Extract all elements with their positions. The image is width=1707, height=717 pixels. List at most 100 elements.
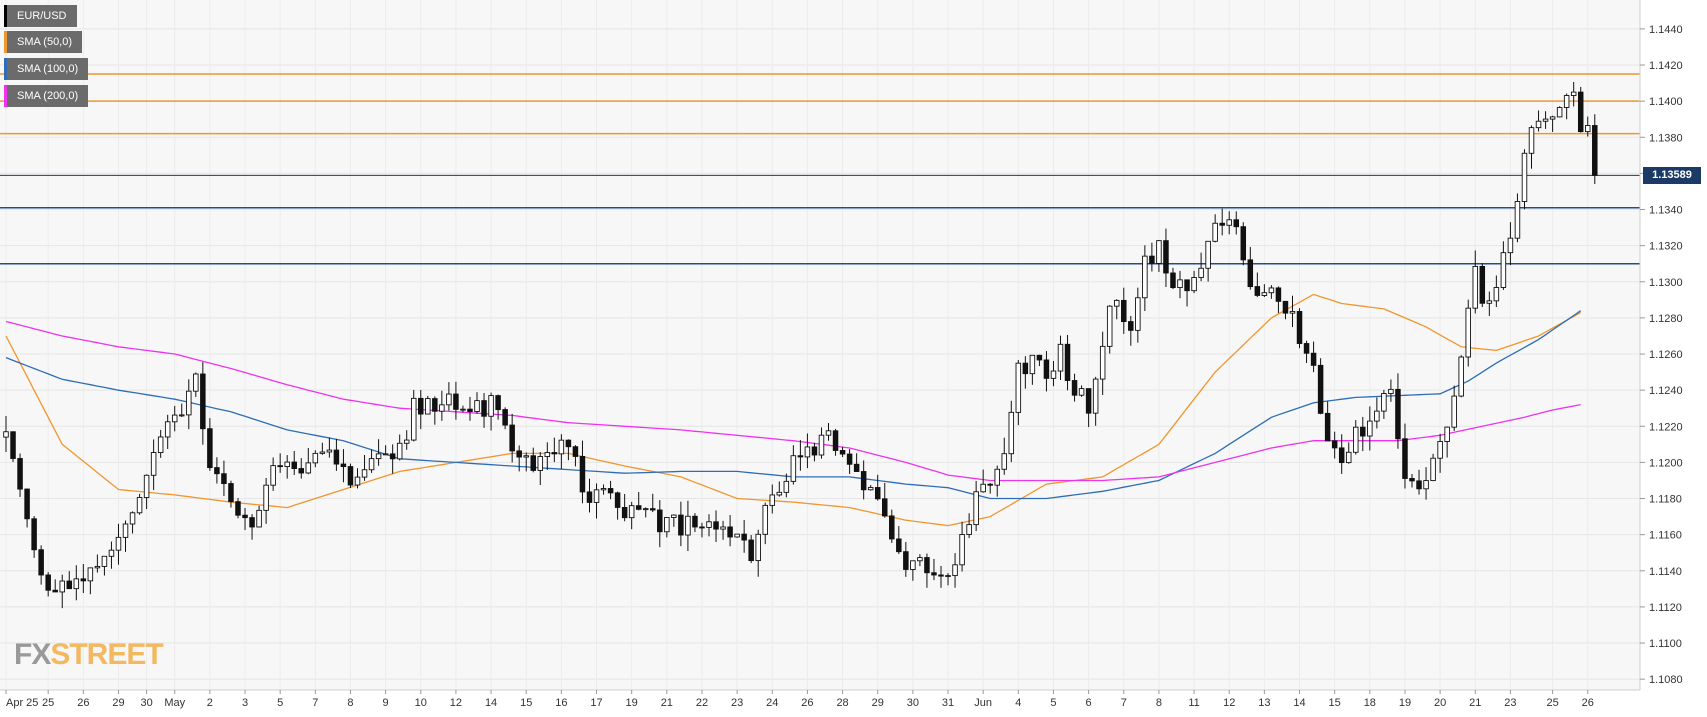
x-tick-label: 23 [731,697,743,709]
candle-body [1156,240,1162,264]
x-tick-label: 16 [555,697,567,709]
candle-body [305,462,312,474]
x-tick-label: 24 [766,697,778,709]
candle-body [171,414,178,423]
candle-body [565,439,572,448]
candle-body [650,508,656,511]
candle-body [1493,287,1500,302]
candle-body [558,439,565,455]
x-tick-label: 31 [942,697,954,709]
candle-body [1577,91,1584,133]
y-tick-label: 1.1280 [1649,313,1683,325]
candle-body [867,487,874,491]
candle-body [1043,359,1050,379]
candle-body [1106,305,1113,347]
candle-body [1563,95,1570,108]
x-tick-label: 3 [242,697,248,709]
candle-body [1556,107,1563,118]
x-tick-label: 25 [1546,697,1558,709]
candle-body [439,404,445,412]
x-tick-label: 19 [626,697,638,709]
candle-body [544,452,551,457]
candle-body [1099,345,1106,380]
candle-body [678,514,684,536]
candle-body [228,483,234,503]
x-tick-label: 4 [1015,697,1021,709]
candle-body [1212,222,1218,242]
candle-body [642,508,649,511]
candle-body [38,549,44,576]
candle-body [1163,240,1169,274]
candle-body [685,515,691,536]
candle-body [122,523,129,538]
candle-body [1191,277,1197,292]
candle-body [811,446,818,456]
candle-body [1170,272,1176,289]
candle-body [579,456,586,493]
candle-body [396,442,403,460]
candle-body [945,575,951,578]
y-tick-label: 1.1080 [1649,674,1683,686]
candle-body [242,514,248,519]
candle-body [1205,240,1211,269]
logo-street: STREET [50,638,163,671]
candle-body [1514,201,1521,239]
candle-body [1078,388,1085,396]
candle-body [1402,438,1408,479]
candle-body [1310,352,1317,366]
x-tick-label: 12 [1223,697,1235,709]
candle-body [846,453,853,465]
candle-body [917,557,923,562]
candle-body [924,557,930,574]
candle-body [382,453,389,456]
candle-body [1015,362,1022,413]
x-tick-label: 26 [77,697,89,709]
candle-body [1121,299,1127,323]
candle-body [748,539,754,562]
candle-body [952,564,958,577]
y-tick-label: 1.1420 [1649,60,1683,72]
legend-swatch-sma200 [4,85,7,107]
candle-body [150,452,157,476]
candle-body [1219,222,1225,226]
candle-body [783,480,790,493]
candle-body [664,517,670,533]
candle-body [1451,395,1457,428]
candle-body [889,515,895,540]
legend-label-sma100: SMA (100,0) [17,63,79,75]
candle-body [1416,480,1422,490]
candle-body [1500,252,1507,288]
candle-body [1542,118,1549,122]
candle-body [249,517,255,528]
candle-body [1528,127,1535,154]
x-tick-label: 7 [312,697,318,709]
x-tick-label: 15 [1329,697,1341,709]
candle-body [214,467,220,475]
x-tick-label: 14 [1293,697,1305,709]
candle-body [263,484,269,511]
y-tick-label: 1.1240 [1649,385,1683,397]
x-tick-label: 26 [1582,697,1594,709]
x-tick-label: 13 [1258,697,1270,709]
candle-body [389,453,396,460]
candle-body [1289,311,1296,314]
candle-body [593,489,600,503]
candle-body [1486,300,1493,304]
candle-body [1331,440,1338,449]
candle-body [1437,441,1443,459]
candle-body [291,461,297,469]
sma-200-line [5,320,1581,482]
candle-body [221,473,227,485]
x-tick-label: 17 [590,697,602,709]
candle-body [361,469,368,478]
candle-body [790,455,797,482]
x-tick-label: 30 [140,697,152,709]
candle-body [1507,237,1514,254]
candle-body [186,390,192,416]
candle-body [1261,292,1268,296]
candle-body [755,533,761,562]
candle-body [319,451,326,454]
legend-sma200: SMA (200,0) [4,85,89,107]
candle-body [1128,321,1134,331]
candle-body [446,393,452,406]
